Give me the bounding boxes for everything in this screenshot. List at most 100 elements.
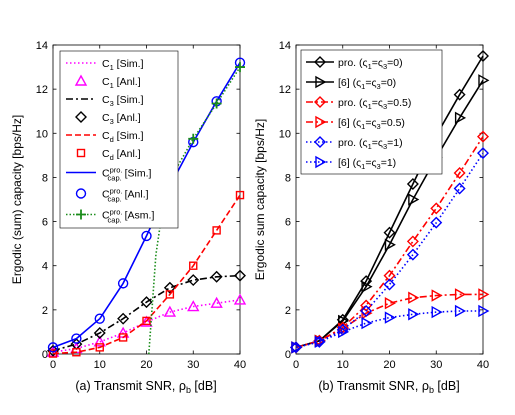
data-point bbox=[361, 280, 373, 293]
legend-entry: C1 [Anl.] bbox=[74, 74, 141, 90]
legend-label-main: C bbox=[102, 76, 110, 88]
legend-label: C1 [Anl.] bbox=[102, 76, 141, 90]
data-point bbox=[117, 278, 129, 289]
legend-entry: [6] (ς1=ς3=1) bbox=[306, 155, 396, 171]
legend-entry: C1 [Sim.] bbox=[66, 58, 144, 72]
y-tick-label: 8 bbox=[285, 172, 291, 184]
data-point bbox=[406, 248, 419, 261]
y-tick-label: 2 bbox=[42, 305, 48, 317]
legend-label: C1 [Sim.] bbox=[102, 58, 144, 72]
legend-label: pro. (ς1=ς3=0.5) bbox=[338, 97, 411, 111]
legend-label-main: C bbox=[102, 189, 110, 201]
legend-entry: Cpro. cap. [Asm.] bbox=[66, 208, 154, 225]
legend-label-main: C bbox=[102, 210, 110, 222]
x-tick-label: 40 bbox=[477, 359, 489, 371]
data-point bbox=[454, 111, 467, 125]
legend-label-sub: 3 bbox=[110, 117, 114, 126]
legend-label-sub: 1 bbox=[110, 63, 114, 72]
data-point bbox=[453, 88, 466, 101]
legend-entry: Cpro. cap. [Sim.] bbox=[66, 166, 152, 183]
legend-label-tag: [Sim.] bbox=[122, 168, 152, 180]
y-tick-label: 4 bbox=[42, 261, 48, 273]
data-point bbox=[117, 312, 130, 325]
data-point bbox=[140, 296, 153, 309]
legend-label-sub: d bbox=[110, 135, 114, 144]
data-point bbox=[383, 278, 396, 291]
panel-b-caption: (b) Transmit SNR, ρb [dB] bbox=[318, 379, 459, 395]
legend-label-sub: 1 bbox=[110, 81, 114, 90]
legend-label-sub-3: 3 bbox=[383, 62, 387, 71]
legend-entry: pro. (ς1=ς3=0) bbox=[306, 56, 403, 71]
data-point bbox=[431, 305, 443, 319]
data-point bbox=[189, 261, 198, 270]
series-line bbox=[52, 194, 241, 355]
legend-entry: Cd [Sim.] bbox=[66, 130, 144, 144]
series-3 bbox=[52, 274, 241, 352]
panel-a-caption-unit: [dB] bbox=[191, 379, 217, 393]
legend-label-sub-1: 1 bbox=[361, 122, 365, 131]
series-line bbox=[295, 310, 483, 349]
data-point bbox=[477, 50, 489, 63]
legend-label-sup: pro. bbox=[110, 166, 123, 175]
data-point bbox=[234, 269, 246, 282]
y-tick-label: 4 bbox=[285, 261, 291, 273]
legend-label-sub-1: 1 bbox=[368, 142, 372, 151]
data-point bbox=[430, 216, 443, 229]
data-point bbox=[71, 333, 82, 344]
panel-a-ticks: 0 10 20 30 40 0 2 4 6 8 10 12 14 bbox=[36, 40, 246, 371]
legend-label-prefix: [6] (ς bbox=[338, 117, 361, 129]
data-point bbox=[210, 270, 223, 283]
legend-label-main: C bbox=[102, 94, 110, 106]
data-point bbox=[211, 98, 222, 109]
data-point bbox=[142, 316, 151, 326]
y-tick-label: 14 bbox=[36, 40, 48, 52]
data-point bbox=[478, 288, 490, 301]
data-point bbox=[188, 133, 199, 144]
legend-label-main: C bbox=[102, 168, 110, 180]
y-tick-label: 8 bbox=[42, 172, 48, 184]
legend-label: C3 [Anl.] bbox=[102, 112, 141, 126]
legend-label: Cpro. cap. [Sim.] bbox=[102, 166, 152, 183]
x-tick-label: 10 bbox=[94, 359, 106, 371]
y-tick-label: 10 bbox=[36, 128, 48, 140]
legend-label-mid: =ς bbox=[372, 57, 383, 69]
data-point bbox=[141, 230, 152, 242]
legend-label-sub-3: 3 bbox=[377, 162, 381, 171]
data-point bbox=[212, 226, 221, 235]
legend-label: C3 [Sim.] bbox=[102, 94, 144, 108]
data-point bbox=[431, 289, 443, 302]
legend-label-tag: [Anl.] bbox=[122, 189, 149, 201]
series-7 bbox=[52, 62, 241, 349]
legend-marker bbox=[315, 155, 327, 169]
legend-label-tag: [Anl.] bbox=[114, 76, 141, 88]
data-point bbox=[235, 190, 245, 200]
legend-label-prefix: [6] (ς bbox=[338, 77, 361, 89]
y-tick-label: 6 bbox=[285, 217, 291, 229]
legend-label: [6] (ς1=ς3=1) bbox=[338, 157, 396, 171]
data-point bbox=[338, 325, 350, 339]
legend-label-suffix: =0.5) bbox=[387, 97, 411, 109]
legend-label-prefix: [6] (ς bbox=[338, 157, 361, 169]
x-tick-label: 20 bbox=[140, 359, 152, 371]
series-6 bbox=[291, 304, 490, 354]
panel-a-legend: C1 [Sim.]C1 [Anl.]C3 [Sim.]C3 [Anl.]Cd [… bbox=[59, 50, 179, 229]
legend-label-sub-1: 1 bbox=[361, 162, 365, 171]
data-point bbox=[187, 274, 200, 287]
legend-marker bbox=[76, 209, 86, 220]
data-point bbox=[47, 344, 59, 357]
legend-entry: [6] (ς1=ς3=0) bbox=[306, 75, 396, 91]
legend-label-main: C bbox=[102, 148, 110, 160]
data-point bbox=[360, 304, 373, 317]
legend-label-main: C bbox=[102, 130, 110, 142]
legend-marker bbox=[75, 111, 87, 123]
data-point bbox=[165, 290, 175, 299]
panel-a-caption-main: (a) Transmit SNR, ρ bbox=[75, 379, 186, 393]
legend-label-prefix: pro. (ς bbox=[338, 97, 368, 109]
series-4 bbox=[291, 288, 490, 354]
panel-a-caption: (a) Transmit SNR, ρb [dB] bbox=[75, 379, 216, 395]
legend-label-tag: [Sim.] bbox=[114, 58, 144, 70]
legend-box bbox=[300, 49, 443, 175]
data-point bbox=[93, 327, 106, 340]
data-point bbox=[384, 238, 396, 251]
y-tick-label: 12 bbox=[279, 84, 291, 96]
